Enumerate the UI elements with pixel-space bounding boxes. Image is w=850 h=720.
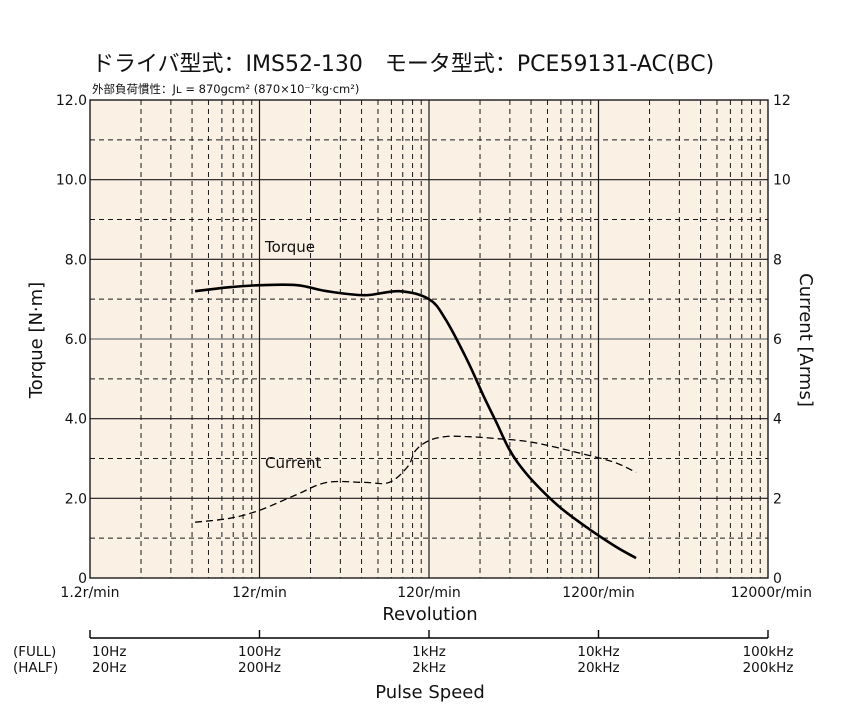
x-tick-label: 1200r/min (562, 585, 635, 601)
chart-title: ドライバ型式：IMS52-130 モータ型式：PCE59131-AC(BC) (92, 52, 714, 77)
x-tick-label: 12r/min (232, 585, 287, 601)
pulse-tick-full: 100Hz (238, 644, 281, 660)
current-series-line (195, 435, 637, 523)
x-tick-label: 1.2r/min (60, 585, 119, 601)
y-tick-label-left: 0 (78, 571, 87, 587)
pulse-tick-half: 2kHz (412, 660, 446, 676)
y-tick-label-right: 8 (773, 252, 782, 268)
y-tick-label-left: 6.0 (65, 332, 87, 348)
y-tick-label-left: 2.0 (65, 491, 87, 507)
y-tick-label-right: 2 (773, 491, 782, 507)
y-tick-label-right: 0 (773, 571, 782, 587)
y-tick-label-right: 6 (773, 332, 782, 348)
pulse-row-full-label: (FULL) (13, 644, 56, 660)
y-axis-left-label: Torque [N·m] (26, 282, 47, 399)
pulse-tick-half: 200Hz (238, 660, 281, 676)
torque-series-line (194, 283, 637, 560)
y-tick-label-left: 8.0 (65, 252, 87, 268)
pulse-row-half-label: (HALF) (13, 660, 58, 676)
y-tick-label-right: 12 (773, 93, 791, 109)
y-axis-right-label: Current [Arms] (795, 273, 816, 407)
pulse-tick-full: 1kHz (412, 644, 446, 660)
torque-annotation: Torque (264, 238, 315, 256)
x-tick-label: 12000r/min (731, 585, 812, 601)
x-tick-label: 120r/min (397, 585, 461, 601)
x-axis-label: Revolution (382, 604, 477, 625)
y-tick-label-left: 12.0 (56, 93, 87, 109)
pulse-tick-full: 10kHz (577, 644, 619, 660)
y-tick-label-left: 4.0 (65, 412, 87, 428)
series-layer (194, 283, 637, 560)
y-tick-label-right: 10 (773, 173, 791, 189)
pulse-tick-half: 200kHz (743, 660, 794, 676)
pulse-tick-half: 20Hz (92, 660, 126, 676)
y-tick-label-left: 10.0 (56, 173, 87, 189)
plot-frame (89, 99, 769, 579)
pulse-tick-full: 100kHz (743, 644, 794, 660)
grid-layer (89, 99, 769, 639)
text-layer: ドライバ型式：IMS52-130 モータ型式：PCE59131-AC(BC) 外… (13, 52, 816, 703)
current-annotation: Current (265, 454, 321, 472)
pulse-axis-title: Pulse Speed (375, 682, 485, 703)
y-tick-label-right: 4 (773, 412, 782, 428)
pulse-tick-full: 10Hz (92, 644, 126, 660)
chart-subtitle: 外部負荷慣性：Jʟ = 870gcm² (870×10⁻⁷kg·cm²) (92, 82, 359, 96)
pulse-tick-half: 20kHz (577, 660, 619, 676)
